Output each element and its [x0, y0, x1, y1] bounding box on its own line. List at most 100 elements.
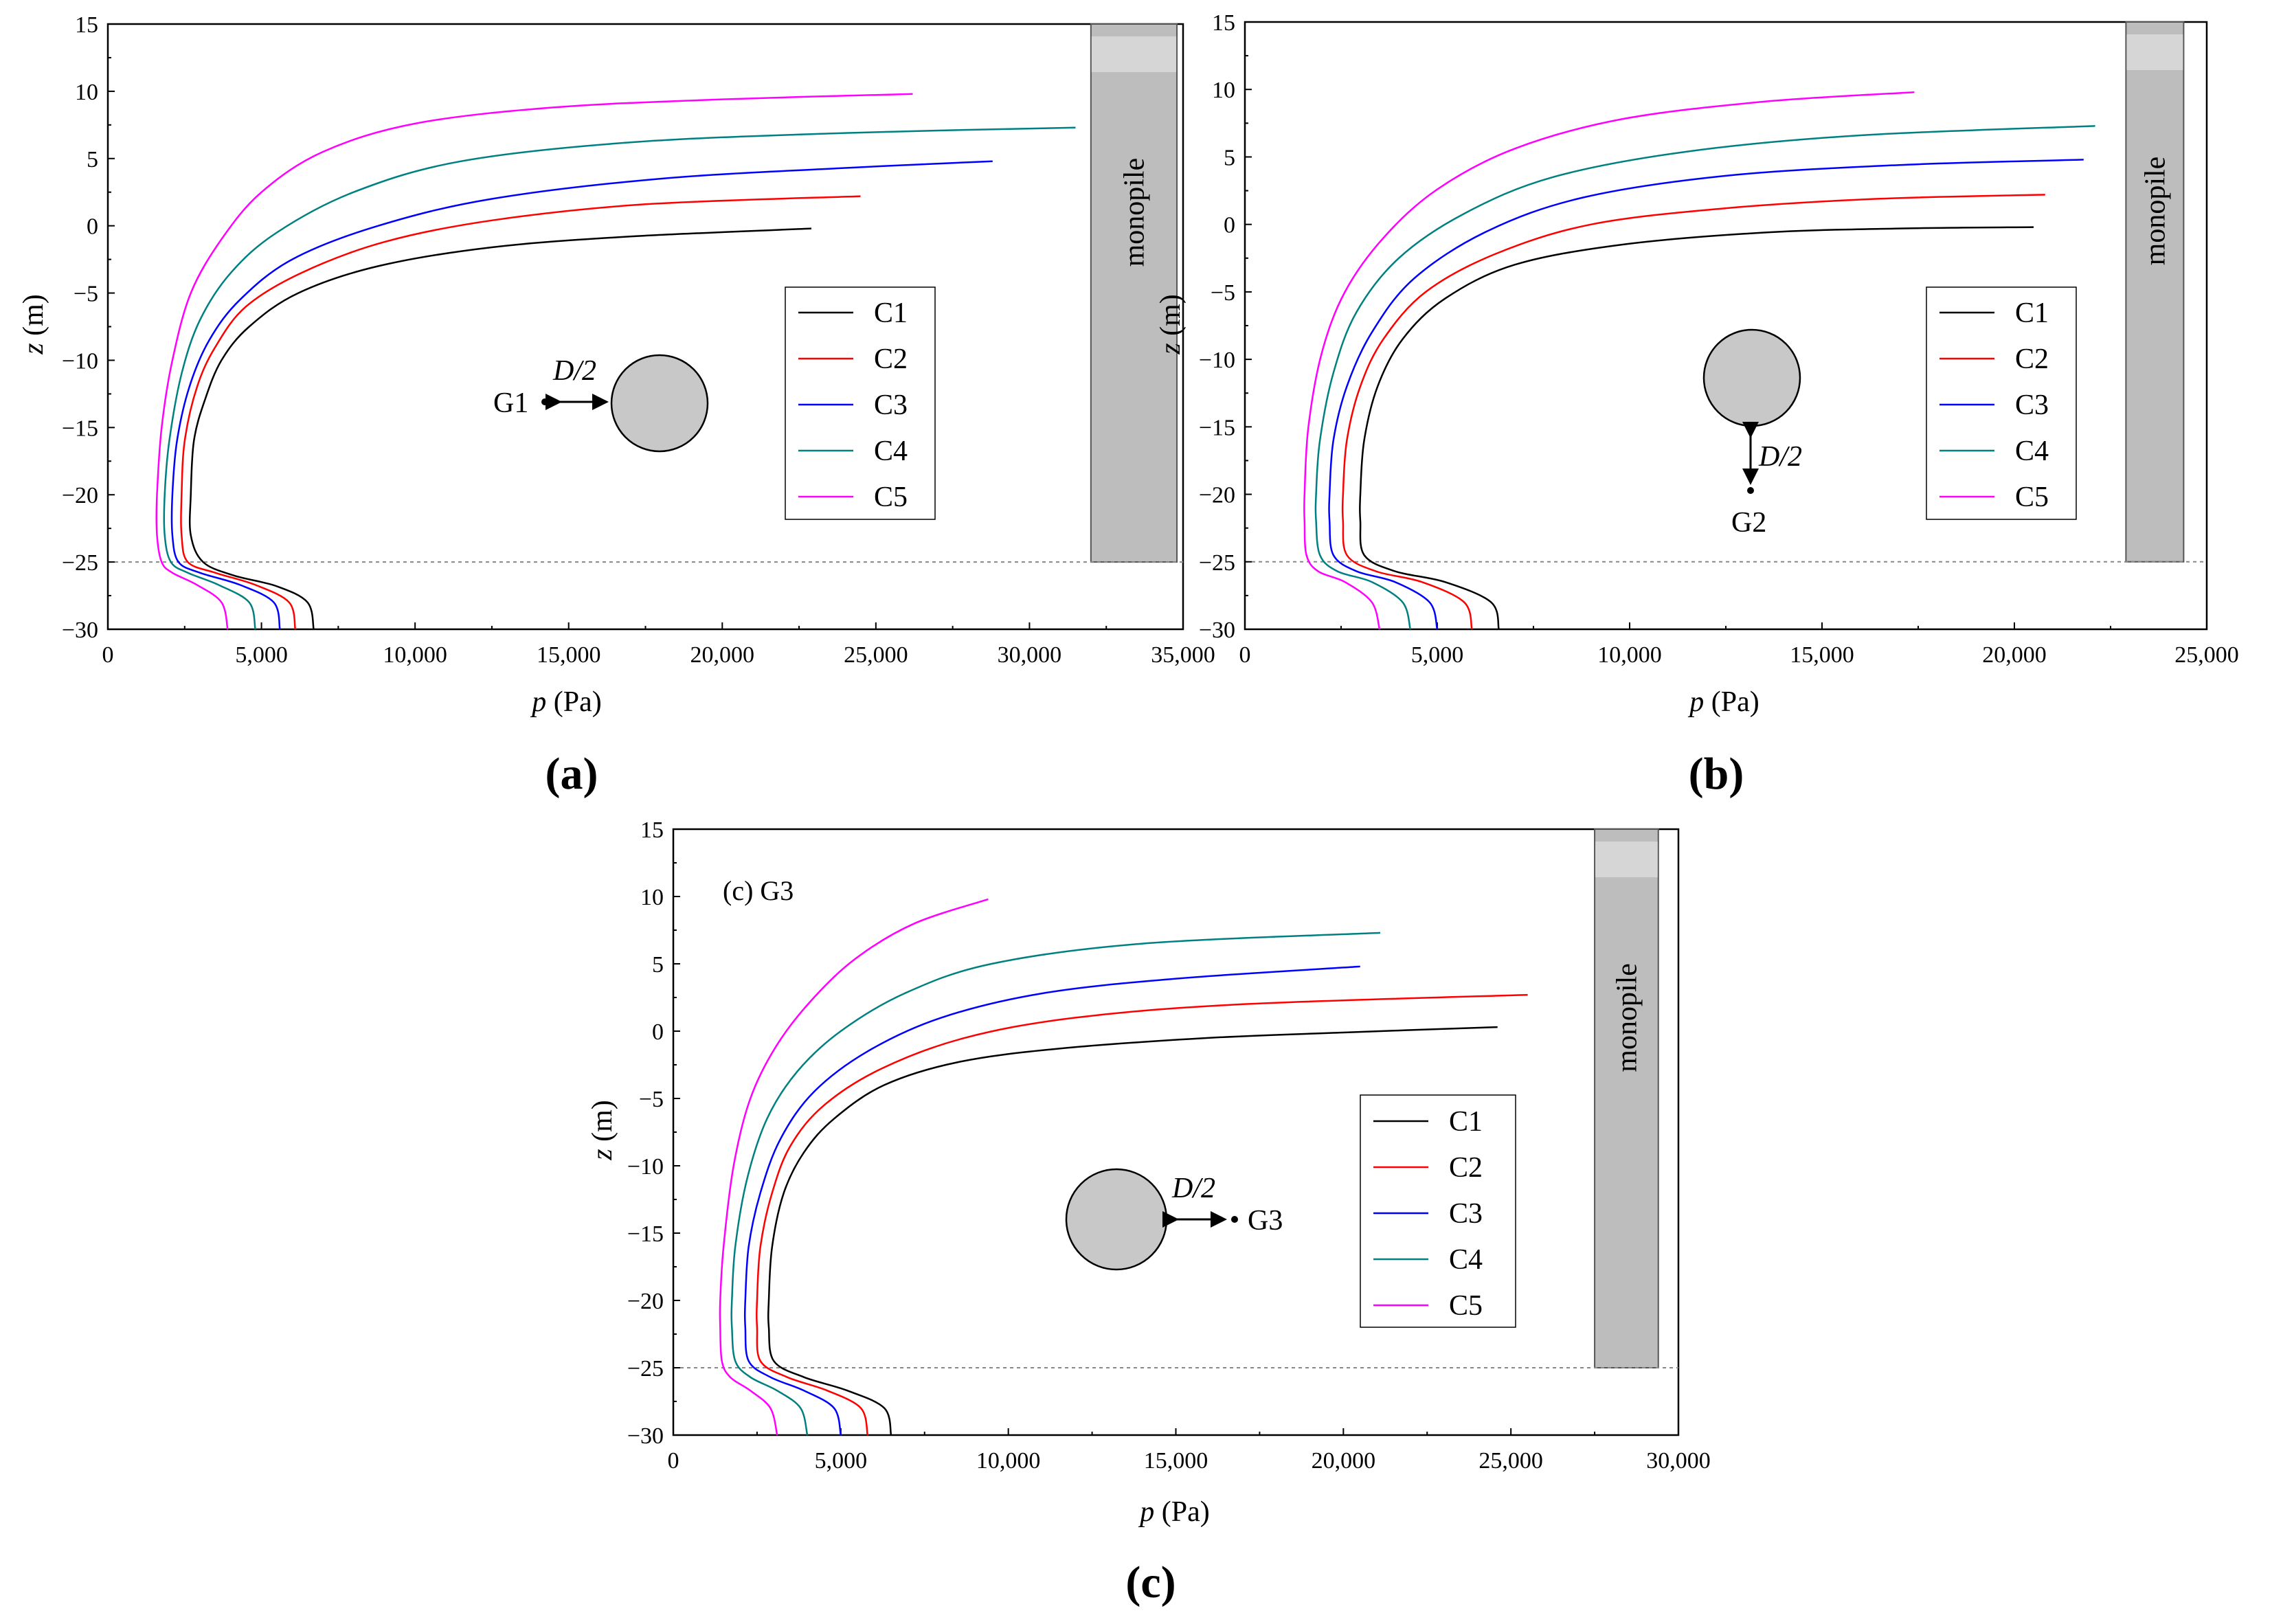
plot-area-a: monopile 0 5,000 10,000 15,000 20,000 25,000 30… — [62, 12, 1215, 668]
y-tick-label-c: −25 — [627, 1356, 664, 1381]
x-tick-label-c: 15,000 — [1144, 1448, 1208, 1474]
y-tick-label-b: 5 — [1224, 145, 1235, 170]
x-tick-label-b: 20,000 — [1982, 642, 2047, 668]
y-tick-label-b: −30 — [1199, 618, 1235, 643]
x-tick-label-b: 0 — [1239, 642, 1251, 668]
axis-title-y-b: z (m) — [1155, 294, 1187, 355]
series-line-a-c4 — [163, 126, 1076, 630]
y-tick-label-c: 15 — [640, 817, 664, 843]
plot-frame-c — [672, 828, 1680, 1436]
legend-label-c5: C5 — [874, 482, 908, 513]
legend-label-c5: C5 — [1449, 1290, 1483, 1322]
panel-annotation-c: (c) G3 — [723, 875, 794, 906]
plot-area-b: monopile 0 5,000 10,000 15,000 20,000 25,000 −3… — [1199, 10, 2239, 668]
legend-label-c4: C4 — [2015, 436, 2049, 467]
x-tick-label-a: 5,000 — [235, 642, 288, 668]
x-tick-label-c: 20,000 — [1312, 1448, 1376, 1474]
legend-label-c2: C2 — [1449, 1152, 1483, 1184]
x-tick-label-a: 15,000 — [537, 642, 601, 668]
x-tick-label-a: 35,000 — [1151, 642, 1215, 668]
gauge-label-a: G1 — [493, 387, 528, 419]
gauge-point-icon-b — [1747, 487, 1754, 494]
x-tick-label-a: 30,000 — [998, 642, 1062, 668]
monopile-highlight-a — [1091, 36, 1177, 72]
y-tick-label-c: −15 — [627, 1221, 664, 1247]
legend-b: C1 C2 C3 C4 C5 — [1939, 297, 2049, 513]
series-line-c-c1 — [767, 1026, 1498, 1436]
legend-label-c4: C4 — [874, 436, 908, 467]
series-line-a-c1 — [188, 227, 812, 630]
y-tick-label-b: 15 — [1212, 10, 1235, 36]
panel-label-a: (a) — [546, 749, 598, 799]
x-tick-label-b: 15,000 — [1790, 642, 1854, 668]
x-tick-label-a: 25,000 — [844, 642, 908, 668]
monopile-highlight-c — [1595, 842, 1658, 877]
x-tick-label-c: 30,000 — [1646, 1448, 1711, 1474]
legend-label-c3: C3 — [1449, 1198, 1483, 1230]
series-line-a-c2 — [180, 195, 861, 630]
plot-area-c: monopile 0 5,000 10,000 15,000 20,000 25,000 30… — [627, 817, 1711, 1474]
gauge-label-b: G2 — [1731, 507, 1766, 539]
legend-label-c1: C1 — [1449, 1106, 1483, 1138]
series-line-c-c2 — [756, 993, 1528, 1436]
panel-label-c: (c) — [1125, 1557, 1176, 1608]
y-tick-label-b: −10 — [1199, 348, 1235, 373]
legend-label-c2: C2 — [874, 343, 908, 375]
axis-title-x-a: p (Pa) — [530, 686, 601, 718]
y-tick-label-b: 0 — [1224, 213, 1235, 238]
y-tick-label-a: 15 — [75, 12, 98, 38]
pile-section-icon-c — [1065, 1168, 1168, 1271]
monopile-label-a: monopile — [1118, 158, 1150, 267]
y-tick-label-b: 10 — [1212, 78, 1235, 103]
axis-title-x-b: p (Pa) — [1687, 686, 1759, 718]
x-tick-label-a: 10,000 — [383, 642, 447, 668]
x-tick-label-c: 10,000 — [976, 1448, 1041, 1474]
legend-label-c1: C1 — [874, 297, 908, 329]
plot-frame-a — [106, 23, 1184, 631]
monopile-highlight-b — [2126, 34, 2183, 70]
series-line-b-c2 — [1341, 194, 2045, 630]
x-tick-label-c: 0 — [668, 1448, 679, 1474]
y-tick-label-a: −5 — [74, 282, 98, 307]
legend-label-c2: C2 — [2015, 343, 2049, 375]
pile-section-icon-a — [610, 354, 709, 453]
monopile-bar-c — [1594, 828, 1659, 1368]
y-tick-label-b: −25 — [1199, 550, 1235, 576]
x-tick-label-c: 5,000 — [815, 1448, 868, 1474]
legend-box-a — [785, 286, 936, 520]
legend-c: C1 C2 C3 C4 C5 — [1373, 1106, 1483, 1322]
x-tick-label-b: 5,000 — [1411, 642, 1464, 668]
legend-label-c1: C1 — [2015, 297, 2049, 329]
dimension-label-c: D/2 — [1171, 1173, 1215, 1204]
dimension-label-a: D/2 — [552, 355, 596, 387]
series-line-b-c3 — [1328, 159, 2084, 630]
axis-title-y-c: z (m) — [587, 1100, 618, 1161]
y-tick-label-b: −5 — [1211, 280, 1235, 306]
series-line-c-c5 — [719, 898, 989, 1436]
y-tick-label-c: −10 — [627, 1154, 664, 1180]
y-tick-label-a: 10 — [75, 80, 98, 105]
y-tick-label-b: −20 — [1199, 483, 1235, 508]
axis-title-x-c: p (Pa) — [1138, 1496, 1209, 1528]
y-tick-label-a: 5 — [87, 147, 98, 172]
series-line-c-c3 — [743, 965, 1360, 1436]
panel-a: monopile 0 5,000 10,000 15,000 20,000 25,000 30… — [18, 12, 1215, 799]
panel-label-b: (b) — [1689, 749, 1744, 799]
gauge-point-icon-a — [541, 398, 548, 405]
x-tick-label-c: 25,000 — [1478, 1448, 1543, 1474]
y-tick-label-a: −10 — [62, 348, 98, 374]
y-tick-label-c: −5 — [639, 1087, 664, 1112]
monopile-bar-a — [1090, 23, 1178, 563]
legend-label-c3: C3 — [2015, 390, 2049, 421]
x-tick-label-b: 25,000 — [2174, 642, 2239, 668]
y-tick-label-a: −15 — [62, 416, 98, 441]
axis-title-y-a: z (m) — [18, 294, 49, 355]
legend-box-c — [1360, 1094, 1516, 1328]
y-tick-label-c: −30 — [627, 1423, 664, 1449]
series-line-b-c4 — [1314, 125, 2095, 630]
legend-a: C1 C2 C3 C4 C5 — [798, 297, 908, 513]
series-line-b-c1 — [1359, 226, 2034, 630]
monopile-bar-b — [2125, 21, 2185, 563]
legend-label-c3: C3 — [874, 390, 908, 421]
